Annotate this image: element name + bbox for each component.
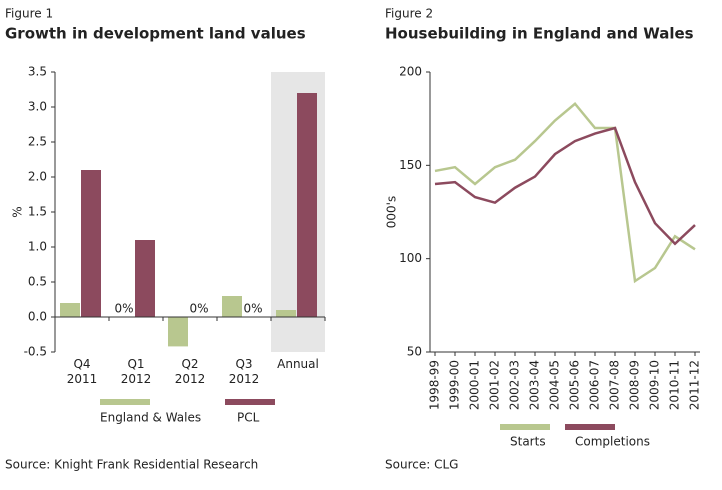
bar — [135, 240, 155, 317]
line — [434, 101, 696, 284]
x-tick-label: 2011-12 — [688, 360, 702, 410]
figure-label: Figure 2 — [385, 7, 433, 21]
y-tick-label: 150 — [399, 158, 422, 172]
line — [434, 126, 696, 246]
y-tick-label: 50 — [407, 345, 422, 359]
bar — [81, 170, 101, 317]
x-tick-label: 2005-06 — [568, 360, 582, 410]
x-tick-label: 2010-11 — [668, 360, 682, 410]
y-tick-label: 2.5 — [28, 135, 47, 149]
legend-label: Starts — [510, 435, 546, 449]
legend-label: Completions — [575, 435, 650, 449]
x-tick-label: Annual — [277, 357, 319, 371]
chart-title: Growth in development land values — [5, 25, 306, 43]
x-tick-label: 1998-99 — [428, 360, 442, 410]
source: Source: Knight Frank Residential Researc… — [5, 458, 258, 472]
y-tick-label: 100 — [399, 251, 422, 265]
bar — [60, 303, 80, 317]
y-tick-label: 200 — [399, 65, 422, 79]
data-label: 0% — [243, 302, 262, 316]
figure-label: Figure 1 — [5, 7, 53, 21]
bar — [276, 310, 296, 317]
x-tick-label: 2008-09 — [628, 360, 642, 410]
x-tick-label: 2004-05 — [548, 360, 562, 410]
legend-label: PCL — [237, 411, 260, 425]
x-tick-label: 2003-04 — [528, 360, 542, 410]
y-tick-label: 3.5 — [28, 65, 47, 79]
data-label: 0% — [114, 302, 133, 316]
y-axis-label: 000's — [385, 196, 399, 228]
y-axis-label: % — [11, 206, 25, 217]
legend-label: England & Wales — [100, 411, 201, 425]
y-tick-label: 1.0 — [28, 240, 47, 254]
x-tick-label: Q4 2011 — [67, 357, 98, 386]
x-tick-label: 2002-03 — [508, 360, 522, 410]
y-tick-label: 0.5 — [28, 275, 47, 289]
source: Source: CLG — [385, 458, 458, 472]
data-label: 0% — [189, 302, 208, 316]
x-tick-label: 2009-10 — [648, 360, 662, 410]
y-tick-label: 1.5 — [28, 205, 47, 219]
y-tick-label: 3.0 — [28, 100, 47, 114]
x-tick-label: 2006-07 — [588, 360, 602, 410]
y-tick-label: 2.0 — [28, 170, 47, 184]
x-tick-label: 2007-08 — [608, 360, 622, 410]
x-tick-label: Q1 2012 — [121, 357, 152, 386]
x-tick-label: 2000-01 — [468, 360, 482, 410]
x-tick-label: Q2 2012 — [175, 357, 206, 386]
x-tick-label: 1999-00 — [448, 360, 462, 410]
bar — [222, 296, 242, 317]
bar — [297, 93, 317, 317]
y-tick-label: -0.5 — [24, 345, 47, 359]
y-tick-label: 0.0 — [28, 310, 47, 324]
bar — [168, 317, 188, 347]
x-tick-label: 2001-02 — [488, 360, 502, 410]
chart-title: Housebuilding in England and Wales — [385, 25, 694, 43]
x-tick-label: Q3 2012 — [229, 357, 260, 386]
